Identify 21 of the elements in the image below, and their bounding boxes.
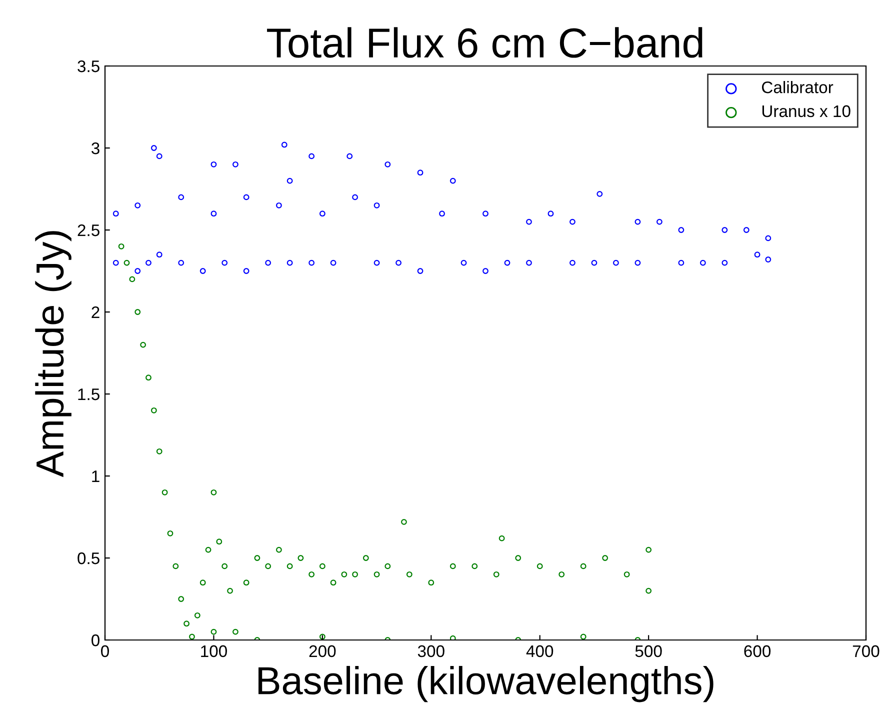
x-tick-label: 0 <box>101 645 109 658</box>
y-tick-label: 1 <box>92 470 100 482</box>
x-axis-title: Baseline (kilowavelengths) <box>258 666 714 702</box>
x-tick-label: 700 <box>852 645 880 658</box>
y-tick-label: 2 <box>92 306 100 318</box>
y-tick-label: 3.5 <box>78 60 100 72</box>
y-tick-label: 3 <box>92 142 100 154</box>
x-tick-label: 600 <box>744 645 771 658</box>
x-tick-label: 400 <box>526 645 554 658</box>
y-tick-label: 0.5 <box>78 552 100 564</box>
x-tick-label: 100 <box>201 645 227 658</box>
y-tick-label: 0 <box>92 634 100 646</box>
chart-title: Total Flux 6 cm C−band <box>267 27 702 58</box>
y-axis-title: Amplitude (Jy) <box>35 231 72 478</box>
x-tick-label: 500 <box>635 645 662 658</box>
x-tick-label: 300 <box>418 645 444 658</box>
x-tick-label: 200 <box>309 645 336 658</box>
y-tick-label: 2.5 <box>78 224 100 236</box>
y-tick-label: 1.5 <box>78 388 100 400</box>
legend-label: Calibrator <box>762 81 834 94</box>
legend-label: Uranus x 10 <box>762 105 850 118</box>
